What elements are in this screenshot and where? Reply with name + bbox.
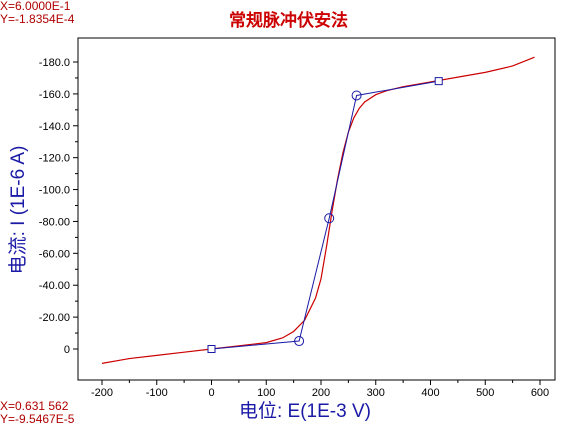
plot-frame (77, 37, 556, 381)
x-tick-label: 400 (421, 387, 439, 399)
y-tick-label: -100.0 (39, 185, 70, 197)
y-axis-title: 电流: I (1E-6 A) (7, 146, 29, 275)
y-tick-label: -80.00 (39, 216, 70, 228)
points-series-line (211, 80, 439, 350)
data-point-square (434, 77, 443, 86)
y-tick-label: -140.0 (39, 121, 70, 133)
y-tick-label: -160.0 (39, 89, 70, 101)
cursor-readout-bottom: X=0.631 562 Y=-9.5467E-5 (0, 400, 74, 426)
chart-title: 常规脉冲伏安法 (229, 11, 348, 31)
readout-bottom-x: X=0.631 562 (0, 399, 69, 413)
data-point-square (207, 345, 216, 353)
x-tick-label: 0 (208, 387, 214, 399)
x-tick-label: 500 (476, 387, 494, 399)
y-tick-label: -60.00 (39, 248, 70, 260)
data-point-circle (351, 90, 362, 101)
curve-series (101, 56, 535, 364)
x-tick-label: 600 (531, 387, 549, 399)
x-tick-label: 100 (257, 387, 275, 399)
x-tick-label: -100 (146, 387, 168, 399)
readout-bottom-y: Y=-9.5467E-5 (0, 412, 75, 426)
y-tick-label: -40.00 (39, 280, 70, 292)
x-tick-label: 200 (312, 387, 330, 399)
y-tick-label: -120.0 (39, 153, 70, 165)
x-axis-title: 电位: E(1E-3 V) (239, 400, 371, 422)
data-point-circle (294, 336, 305, 347)
y-tick-label: 0 (64, 344, 70, 356)
cursor-readout-top: X=6.0000E-1 Y=-1.8354E-4 (0, 0, 74, 26)
readout-top-x: X=6.0000E-1 (0, 0, 71, 13)
readout-top-y: Y=-1.8354E-4 (0, 12, 75, 26)
x-tick-label: 300 (367, 387, 385, 399)
data-point-circle (324, 213, 335, 224)
y-tick-label: -180.0 (39, 57, 70, 69)
x-tick-label: -200 (91, 387, 113, 399)
y-tick-label: -20.00 (39, 312, 70, 324)
